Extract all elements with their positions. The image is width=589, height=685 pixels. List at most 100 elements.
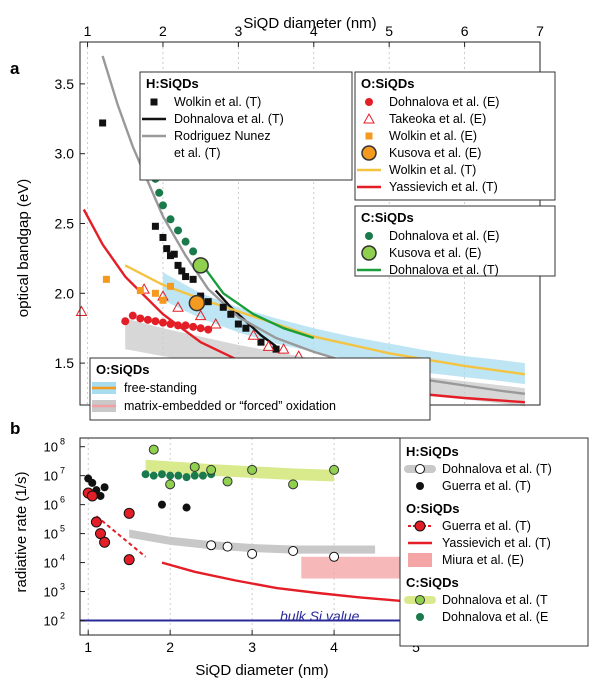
panel-b-open-circle-point: [222, 541, 233, 552]
panel-a-series-line: [199, 261, 315, 340]
panel-b-red-circle-point: [123, 507, 135, 519]
panel-a-ticks: 1 2 3 4 5 6 7 1.5 2.0 2.5 3.0 3.5: [55, 23, 545, 371]
legend-entry-label: Dohnalova et al. (T: [442, 593, 548, 607]
panel-b-y-tick-base: 10: [44, 614, 58, 629]
bulk-si-annotation: bulk Si value: [280, 608, 360, 624]
legend-triangle-swatch: [363, 112, 375, 124]
panel-b-green-circle-point: [182, 473, 191, 482]
panel-a-band: [163, 272, 525, 385]
panel-a-triangle-point: [75, 305, 88, 316]
panel-b-y-tick-exponent: 5: [60, 524, 65, 534]
panel-a-square-point: [234, 320, 242, 328]
panel-b-open-circle-point: [206, 540, 217, 551]
panel-a-square-point: [272, 345, 280, 353]
legend-rect-swatch: [408, 553, 432, 567]
panel-b-green-circle-point: [141, 470, 150, 479]
panel-a: a SiQD diameter (nm) 1 2 3 4 5 6 7 1.5 2.0 2.5 3.0…: [10, 15, 556, 421]
panel-a-circle-point: [128, 311, 137, 320]
panel-a-square-point: [227, 310, 235, 318]
legend-entry-label: Kusova et al. (E): [389, 146, 481, 160]
legend-entry-label: Dohnalova et al. (E): [389, 95, 499, 109]
panel-b-x-tick-label: 4: [330, 639, 338, 655]
panel-a-square-point: [136, 287, 144, 295]
panel-b-x-tick-label: 3: [248, 639, 256, 655]
panel-b-y-tick-exponent: 2: [60, 611, 65, 621]
panel-a-top-tick-label: 5: [385, 23, 393, 39]
panel-b-green-circle-point: [190, 471, 199, 480]
legend-big-circle-swatch: [361, 145, 377, 161]
legend-circle-swatch: [415, 595, 425, 605]
panel-a-label: a: [10, 59, 20, 78]
legend-entry-label: Dohnalova et al. (E): [389, 229, 499, 243]
legend-circle-swatch: [416, 482, 424, 490]
legend-entry-label: Kusova et al. (E): [389, 246, 481, 260]
panel-b-y-tick-base: 10: [44, 440, 58, 455]
legend-circle-swatch: [416, 613, 424, 621]
panel-a-top-tick-label: 7: [536, 23, 544, 39]
panel-b-y-tick-exponent: 7: [60, 466, 65, 476]
panel-a-circle-point: [121, 317, 130, 326]
panel-a-top-tick-label: 4: [310, 23, 318, 39]
legend-box: [354, 71, 556, 201]
panel-a-circle-point: [189, 322, 198, 331]
panel-a-top-tick-label: 1: [84, 23, 92, 39]
panel-a-triangle-point: [172, 301, 184, 312]
panel-b-red-circle-point: [94, 528, 106, 540]
panel-a-square-point: [163, 245, 171, 253]
panel-b-label: b: [10, 419, 20, 438]
legend-circle-swatch: [365, 98, 373, 106]
panel-b-y-tick-base: 10: [44, 556, 58, 571]
panel-a-triangle-point: [194, 309, 207, 321]
panel-a-square-point: [99, 119, 107, 127]
legend-entry-label: Guerra et al. (T): [442, 519, 531, 533]
legend-entry-label: free-standing: [124, 381, 197, 395]
panel-a-circle-point: [143, 315, 152, 324]
legend-box: [89, 357, 431, 421]
panel-b-y-tick-exponent: 6: [60, 495, 65, 505]
panel-b-dot-point: [96, 491, 105, 500]
panel-b-lightgreen-circle-point: [165, 479, 176, 490]
panel-b-dot-point: [100, 483, 109, 492]
panel-a-square-point: [219, 303, 227, 311]
legend-circle-swatch: [414, 520, 426, 532]
panel-b-dashed-trend: [95, 515, 147, 558]
panel-a-square-point: [189, 275, 197, 283]
panel-a-y-tick-label: 3.5: [55, 76, 75, 92]
panel-b-y-tick-exponent: 4: [60, 553, 65, 563]
panel-a-square-point: [102, 275, 110, 283]
panel-a-square-point: [182, 273, 190, 281]
panel-b-lightgreen-circle-point: [222, 476, 233, 487]
panel-a-square-point: [170, 250, 178, 258]
panel-a-top-tick-label: 2: [159, 23, 167, 39]
panel-b-open-circle-point: [329, 551, 340, 562]
panel-a-big-circle-point: [188, 294, 206, 312]
panel-a-y-axis-label: optical bandgap (eV): [15, 179, 32, 317]
legend-box: [139, 71, 353, 181]
panel-a-y-tick-label: 2.5: [55, 216, 75, 232]
panel-a-top-tick-label: 6: [461, 23, 469, 39]
panel-a-square-point: [166, 282, 174, 290]
panel-b-lightgreen-circle-point: [206, 464, 217, 475]
panel-a-triangle-point: [262, 340, 275, 351]
panel-a-circle-point: [174, 226, 183, 235]
legend-entry-label: Takeoka et al. (E): [389, 112, 486, 126]
panel-a-circle-point: [189, 247, 198, 256]
panel-a-square-point: [151, 222, 159, 230]
legend-entry-label: Wolkin et al. (T): [389, 163, 476, 177]
legend-entry-label: Guerra et al. (T): [442, 479, 531, 493]
panel-b-band: [145, 459, 335, 482]
legend-entry-label: matrix-embedded or “forced” oxidation: [124, 399, 336, 413]
panel-a-circle-point: [151, 317, 160, 326]
panel-b-x-tick-label: 5: [412, 639, 420, 655]
panel-b-lightgreen-circle-point: [247, 464, 258, 475]
panel-b-green-circle-point: [198, 471, 207, 480]
panel-b-y-axis-label: radiative rate (1/s): [13, 472, 30, 593]
legend-big-circle-swatch: [361, 245, 377, 261]
panel-a-circle-point: [136, 314, 145, 323]
panel-a-circle-point: [158, 318, 167, 327]
panel-a-circle-point: [181, 321, 190, 330]
panel-b-x-tick-label: 2: [166, 639, 174, 655]
panel-b-open-circle-point: [247, 548, 258, 559]
